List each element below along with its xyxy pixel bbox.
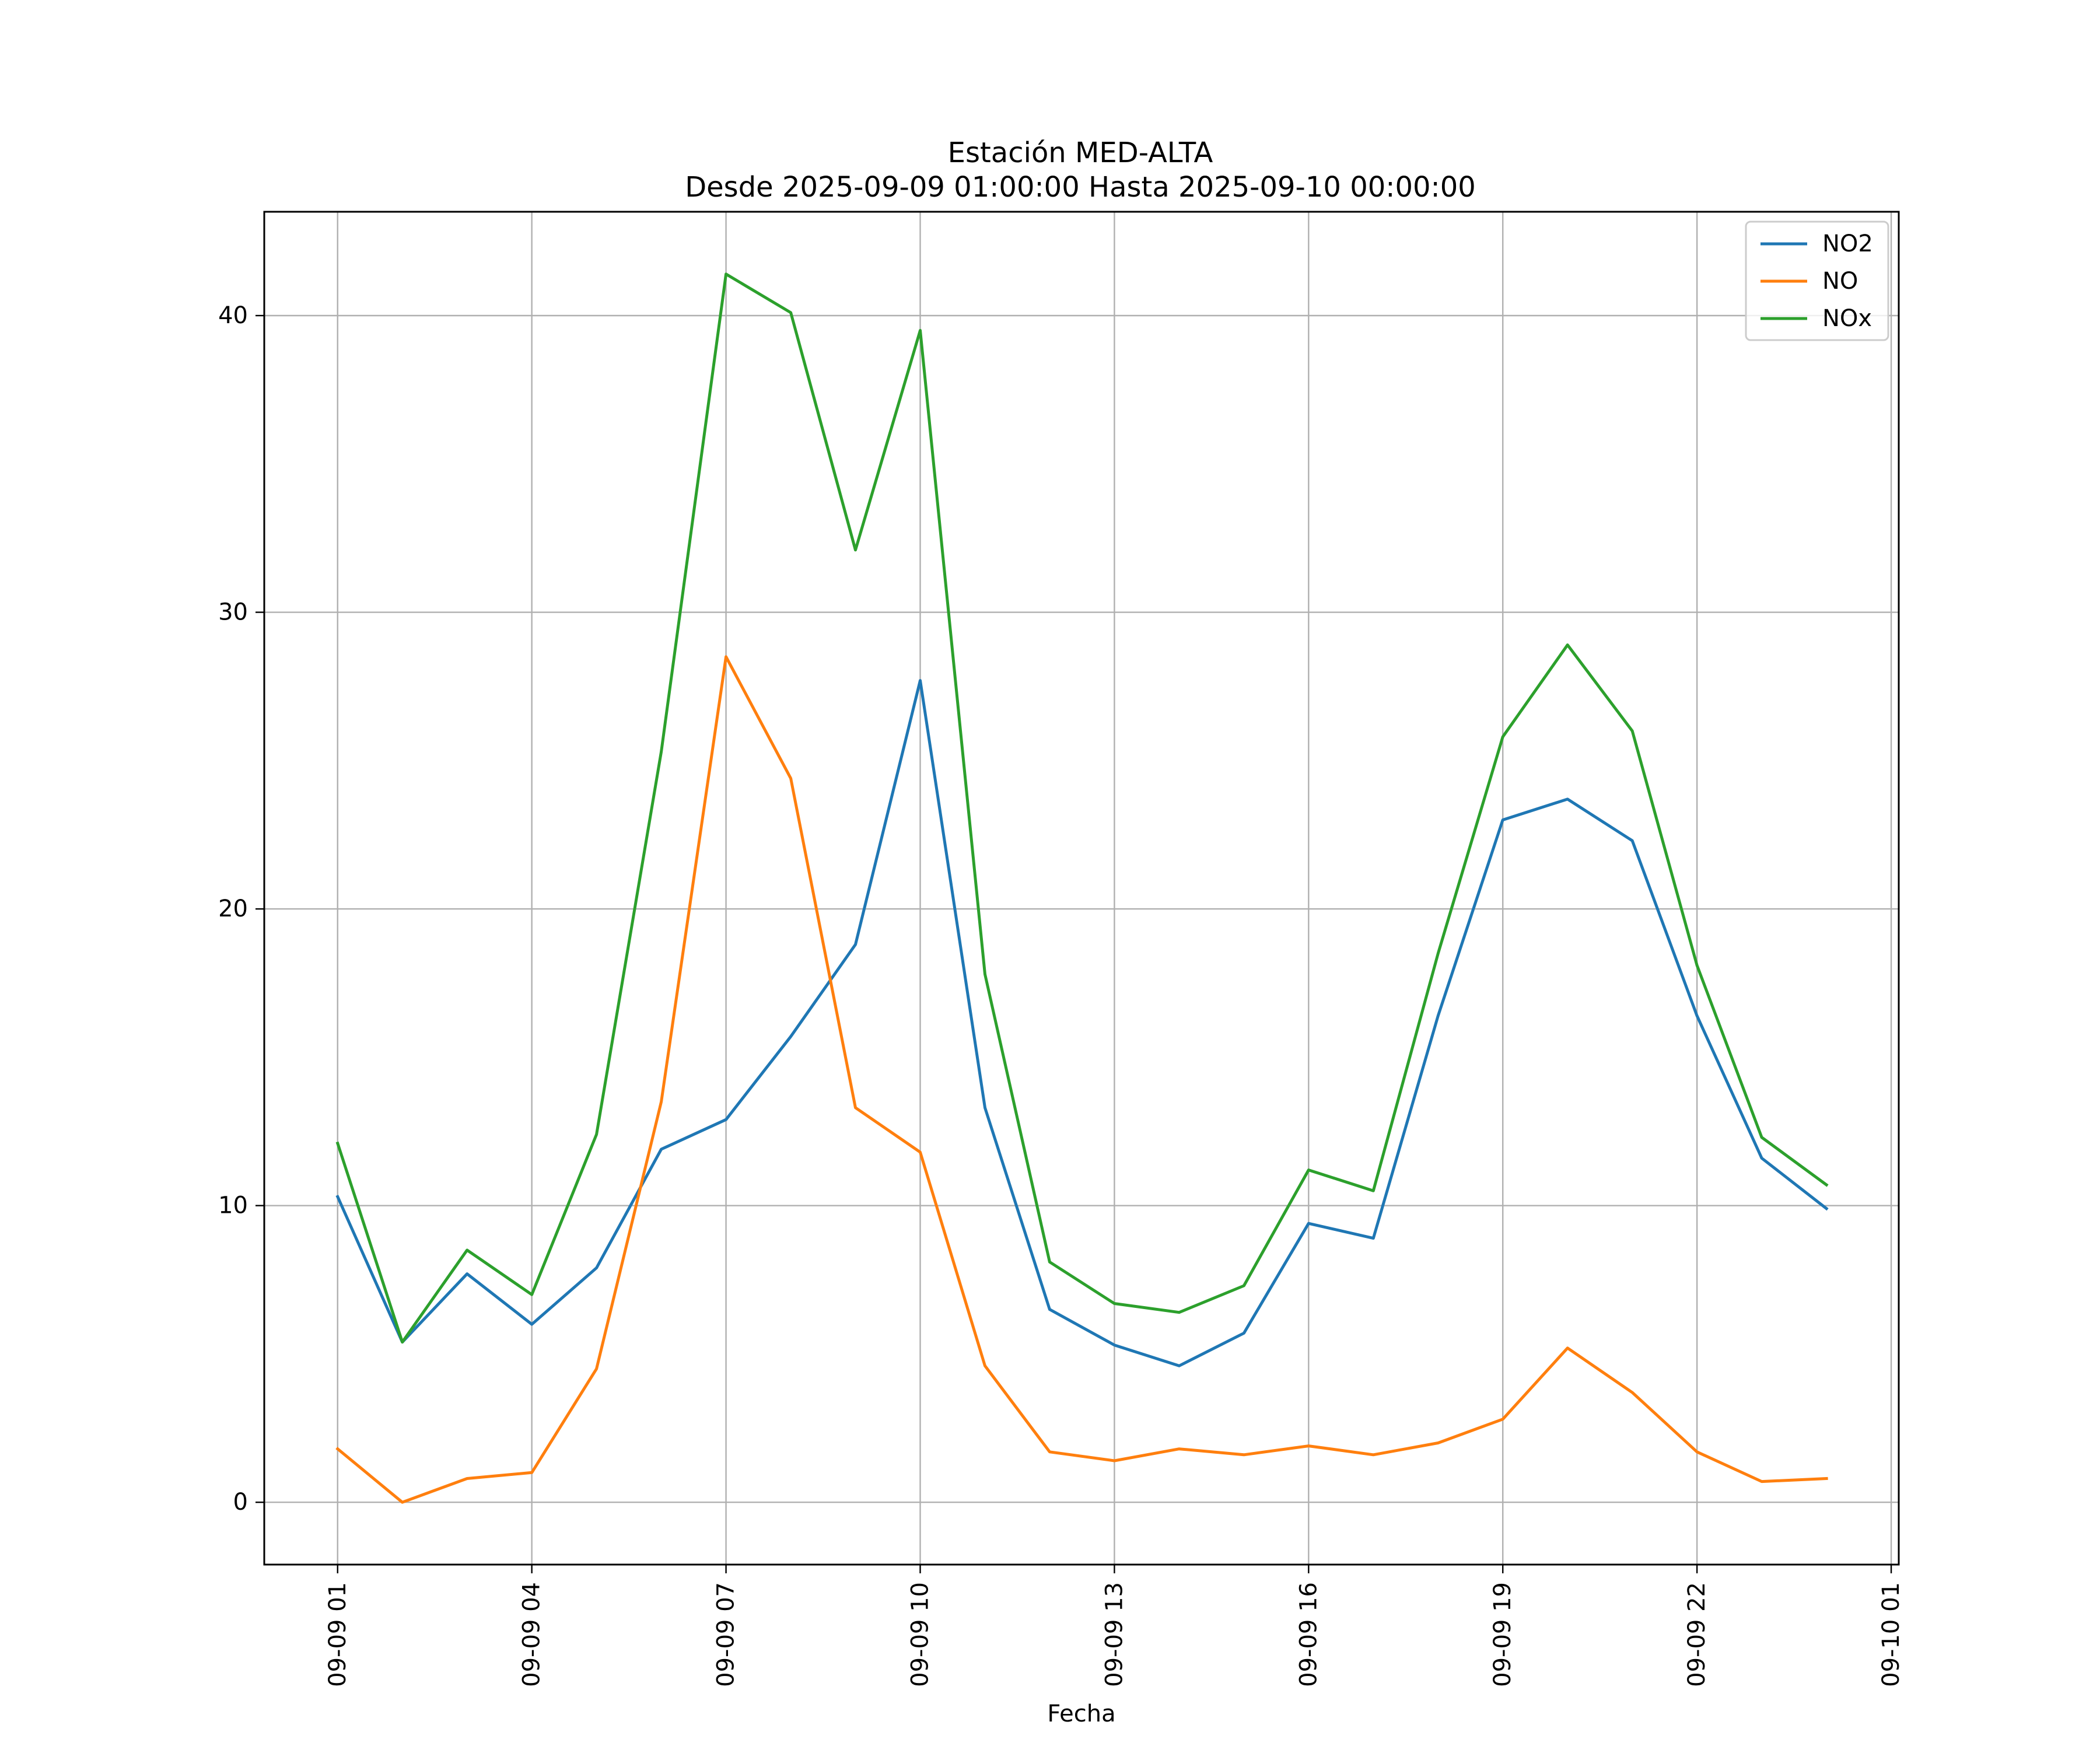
y-tick-label: 0: [233, 1489, 248, 1516]
x-tick-label: 09-09 16: [1295, 1582, 1322, 1687]
x-tick-label: 09-09 04: [519, 1582, 545, 1687]
y-tick-label: 30: [218, 599, 248, 626]
y-tick-label: 40: [218, 302, 248, 329]
y-tick-label: 10: [218, 1192, 248, 1219]
chart-subtitle: Desde 2025-09-09 01:00:00 Hasta 2025-09-…: [685, 171, 1476, 204]
x-tick-label: 09-09 07: [713, 1582, 740, 1687]
x-axis-label: Fecha: [1047, 1700, 1115, 1727]
x-tick-label: 09-09 19: [1489, 1582, 1516, 1687]
chart-title: Estación MED-ALTA: [948, 137, 1213, 169]
x-tick-label: 09-09 10: [907, 1582, 933, 1687]
legend-label-no2: NO2: [1822, 230, 1873, 257]
x-tick-label: 09-09 22: [1684, 1582, 1710, 1687]
x-tick-label: 09-09 13: [1101, 1582, 1128, 1687]
legend-label-nox: NOx: [1822, 305, 1872, 332]
y-tick-label: 20: [218, 895, 248, 922]
x-tick-label: 09-09 01: [324, 1582, 351, 1687]
legend: NO2 NO NOx: [1746, 222, 1888, 340]
legend-label-no: NO: [1822, 268, 1858, 295]
x-tick-label: 09-10 01: [1878, 1582, 1905, 1687]
